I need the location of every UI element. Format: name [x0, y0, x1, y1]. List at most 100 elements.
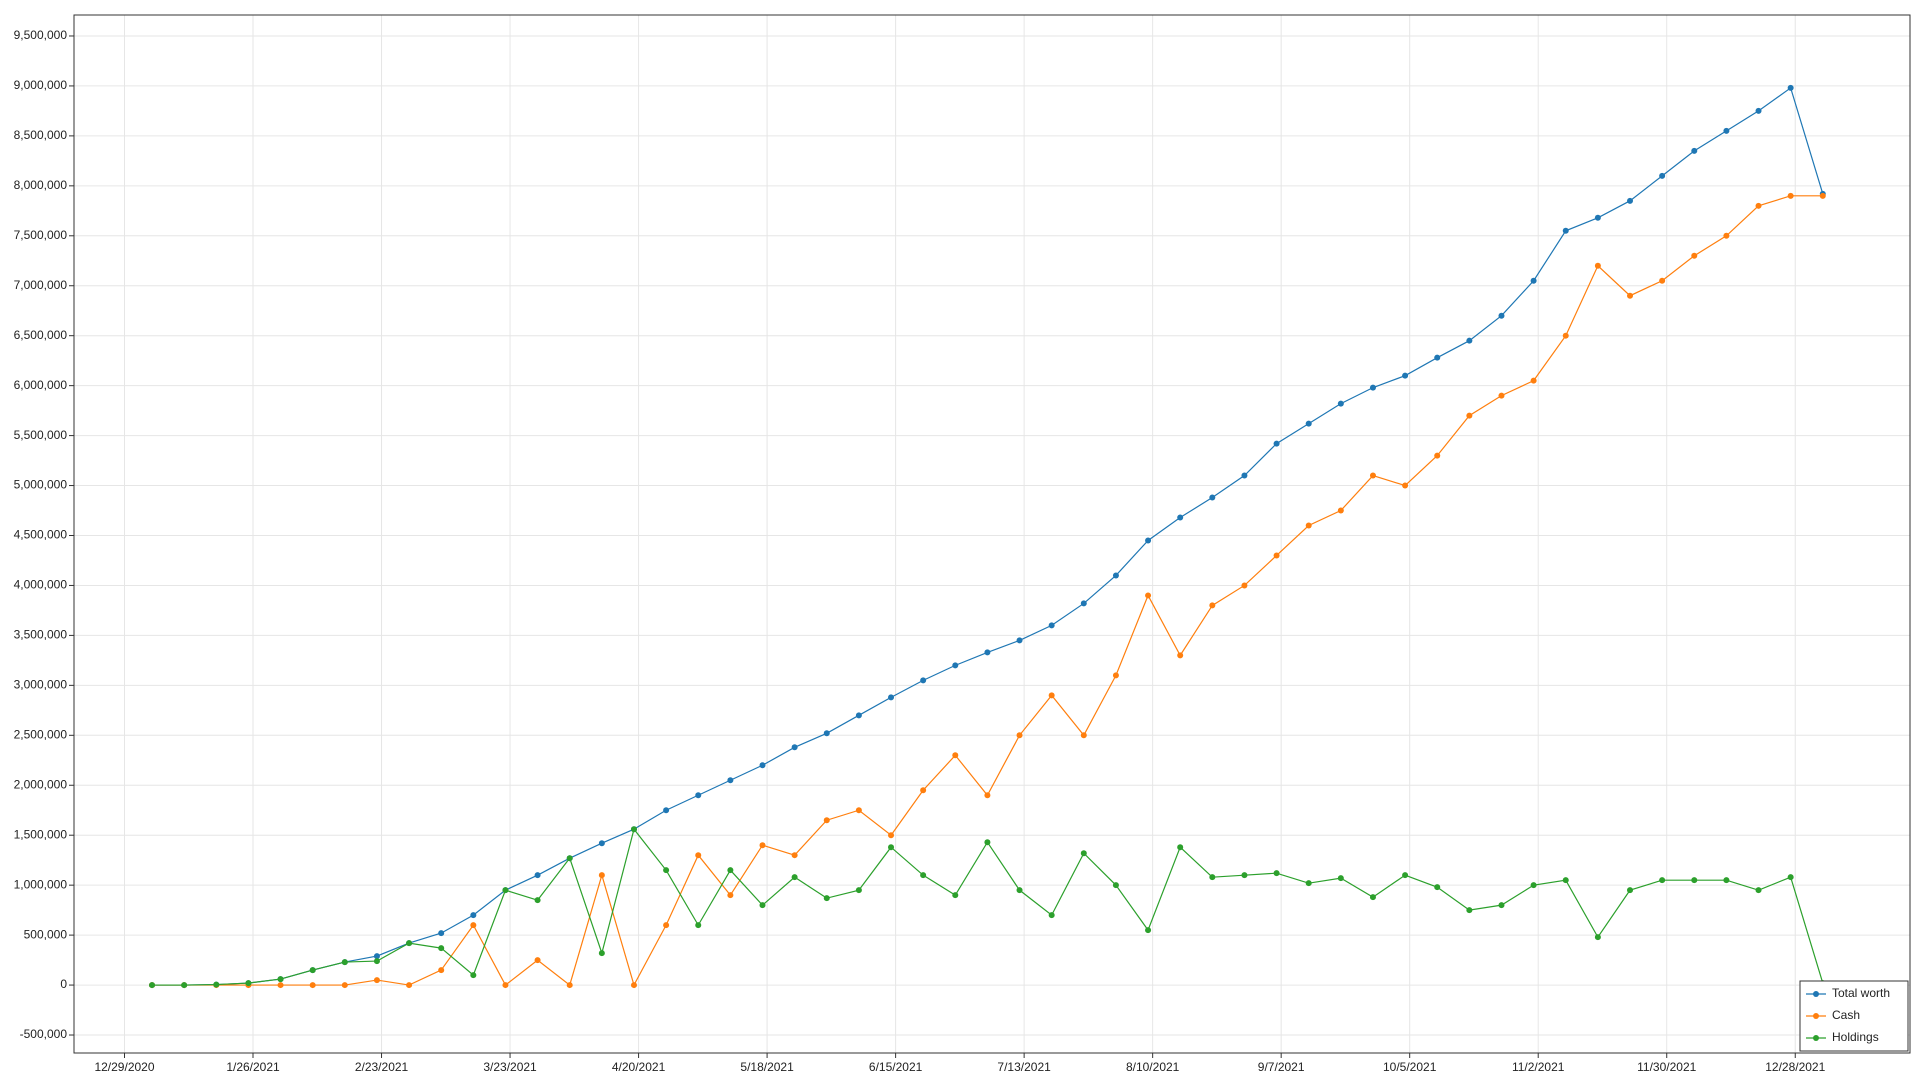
- data-point: [695, 922, 702, 929]
- data-point: [1659, 172, 1666, 179]
- data-point: [1594, 262, 1601, 269]
- x-tick-label: 9/7/2021: [1258, 1060, 1305, 1074]
- data-point: [1273, 440, 1280, 447]
- data-point: [888, 844, 895, 851]
- x-tick-label: 11/30/2021: [1637, 1060, 1696, 1074]
- data-point: [373, 977, 380, 984]
- data-point: [1402, 372, 1409, 379]
- data-point: [1466, 337, 1473, 344]
- data-point: [1691, 252, 1698, 259]
- y-tick-label: 1,000,000: [14, 877, 68, 891]
- data-point: [727, 892, 734, 899]
- series: [149, 84, 1826, 989]
- series: [149, 826, 1826, 989]
- data-point: [1209, 494, 1216, 501]
- y-tick-label: 2,000,000: [14, 777, 68, 791]
- data-point: [1787, 874, 1794, 881]
- data-point: [791, 744, 798, 751]
- data-point: [1112, 882, 1119, 889]
- data-point: [920, 787, 927, 794]
- y-tick-label: 5,000,000: [14, 478, 68, 492]
- data-point: [245, 980, 252, 987]
- data-point: [598, 840, 605, 847]
- data-point: [1723, 127, 1730, 134]
- y-tick-label: 3,500,000: [14, 628, 68, 642]
- y-tick-label: 3,000,000: [14, 678, 68, 692]
- y-tick-label: 9,000,000: [14, 78, 68, 92]
- legend-marker: [1813, 1013, 1819, 1019]
- data-point: [727, 777, 734, 784]
- data-point: [1337, 875, 1344, 882]
- data-point: [1755, 887, 1762, 894]
- data-point: [1627, 887, 1634, 894]
- data-point: [1562, 227, 1569, 234]
- data-point: [566, 855, 573, 862]
- data-point: [1241, 472, 1248, 479]
- data-point: [1530, 377, 1537, 384]
- y-tick-label: 8,000,000: [14, 178, 68, 192]
- data-point: [1209, 602, 1216, 609]
- data-point: [1498, 312, 1505, 319]
- data-point: [438, 967, 445, 974]
- data-point: [470, 922, 477, 929]
- data-point: [920, 677, 927, 684]
- x-tick-label: 5/18/2021: [740, 1060, 794, 1074]
- x-tick-label: 12/28/2021: [1765, 1060, 1825, 1074]
- data-point: [406, 940, 413, 947]
- data-point: [1659, 877, 1666, 884]
- data-point: [1691, 877, 1698, 884]
- data-point: [277, 976, 284, 983]
- data-point: [1145, 537, 1152, 544]
- data-point: [1594, 214, 1601, 221]
- data-point: [1369, 894, 1376, 901]
- data-point: [502, 982, 509, 989]
- data-point: [984, 649, 991, 656]
- data-point: [277, 982, 284, 989]
- data-point: [1048, 912, 1055, 919]
- data-point: [1369, 472, 1376, 479]
- y-tick-label: 2,500,000: [14, 727, 68, 741]
- y-tick-label: 7,000,000: [14, 278, 68, 292]
- data-point: [1594, 934, 1601, 941]
- x-tick-label: 10/5/2021: [1383, 1060, 1437, 1074]
- x-tick-label: 3/23/2021: [483, 1060, 537, 1074]
- data-point: [149, 982, 156, 989]
- data-point: [1402, 482, 1409, 489]
- x-tick-label: 11/2/2021: [1512, 1060, 1565, 1074]
- data-point: [406, 982, 413, 989]
- data-point: [1466, 412, 1473, 419]
- data-point: [502, 887, 509, 894]
- data-point: [1080, 732, 1087, 739]
- data-point: [727, 867, 734, 874]
- data-point: [1048, 692, 1055, 699]
- data-point: [1016, 887, 1023, 894]
- data-point: [213, 981, 220, 988]
- series: [149, 192, 1826, 989]
- data-point: [1434, 452, 1441, 459]
- x-tick-label: 4/20/2021: [612, 1060, 666, 1074]
- data-point: [534, 897, 541, 904]
- data-point: [1177, 844, 1184, 851]
- legend-marker: [1813, 1035, 1819, 1041]
- data-point: [791, 852, 798, 859]
- data-point: [373, 953, 380, 960]
- data-point: [1466, 907, 1473, 914]
- data-point: [1305, 522, 1312, 529]
- data-point: [341, 982, 348, 989]
- data-point: [1498, 902, 1505, 909]
- x-tick-label: 6/15/2021: [869, 1060, 923, 1074]
- y-tick-label: 5,500,000: [14, 428, 68, 442]
- data-point: [920, 872, 927, 879]
- data-point: [1723, 877, 1730, 884]
- data-point: [1305, 420, 1312, 427]
- data-point: [1530, 277, 1537, 284]
- data-point: [1562, 877, 1569, 884]
- data-point: [309, 982, 316, 989]
- data-point: [1337, 507, 1344, 514]
- data-point: [1530, 882, 1537, 889]
- y-tick-label: 4,500,000: [14, 528, 68, 542]
- data-point: [663, 867, 670, 874]
- legend-label: Total worth: [1832, 986, 1890, 1000]
- data-point: [952, 752, 959, 759]
